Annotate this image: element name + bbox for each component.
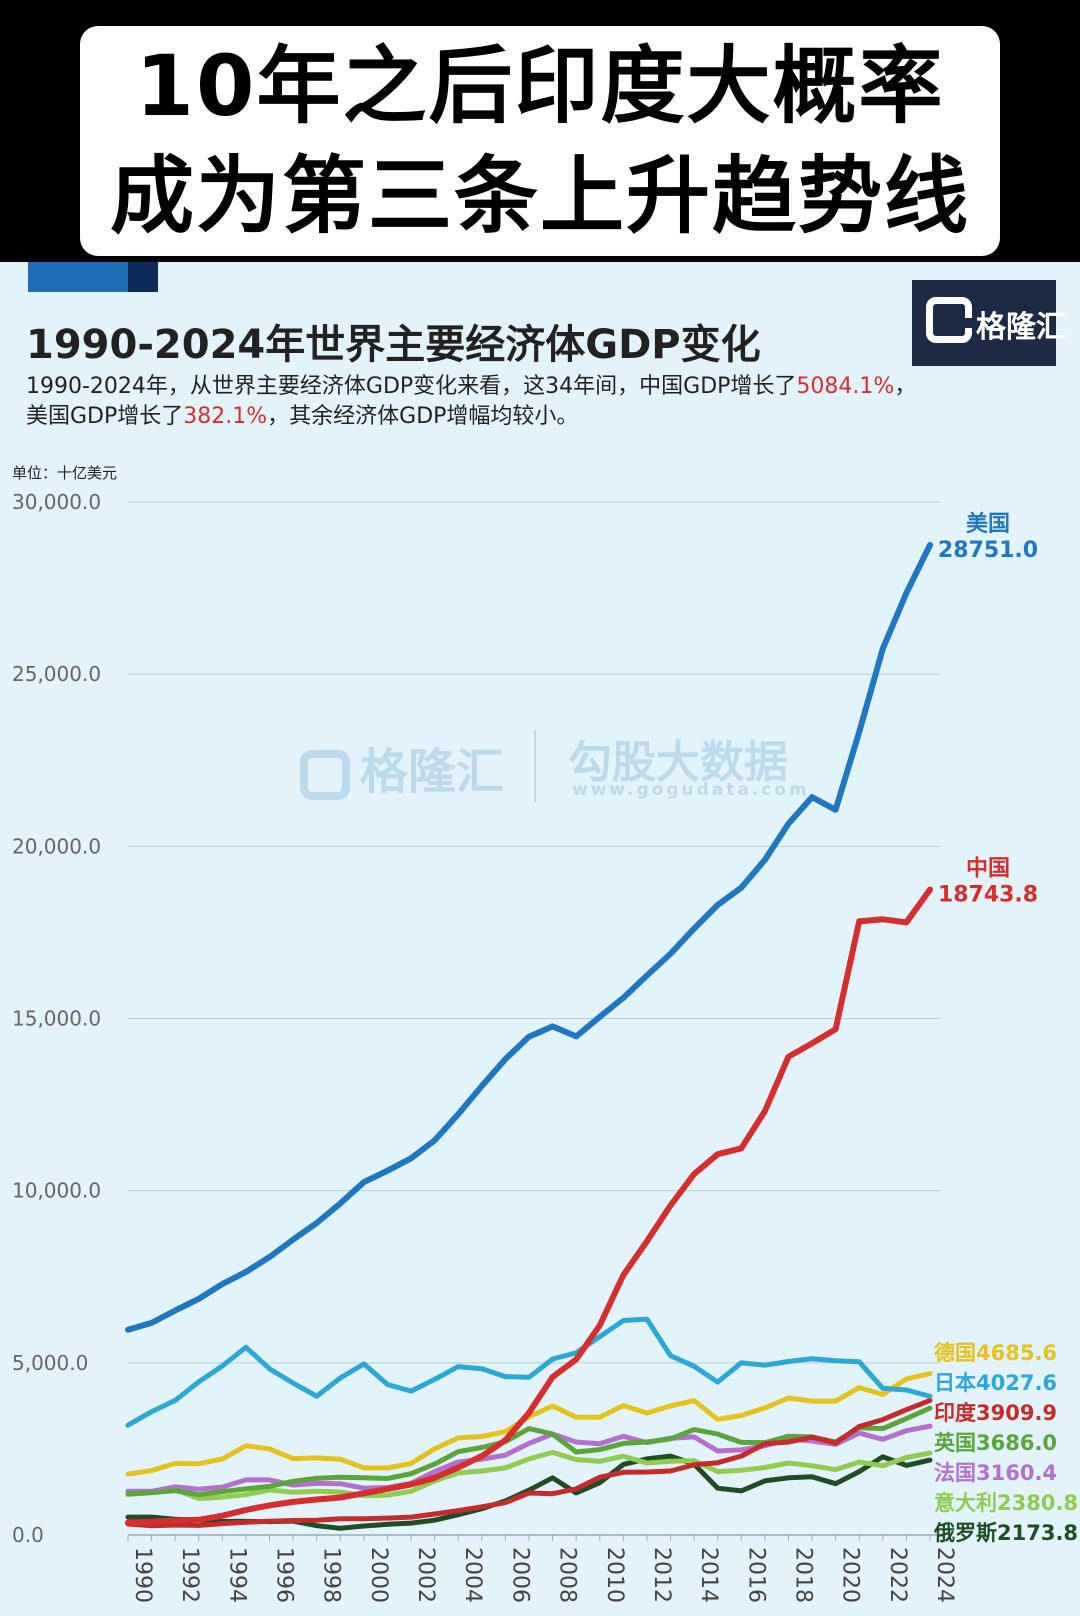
end-label-印度: 印度3909.9 — [934, 1401, 1057, 1425]
end-label-意大利: 意大利2380.8 — [934, 1491, 1078, 1515]
chart-title: 1990-2024年世界主要经济体GDP变化 — [26, 322, 761, 368]
end-label-value: 4027.6 — [976, 1371, 1057, 1395]
end-label-name: 中国 — [966, 857, 1010, 882]
geelong-g-icon — [926, 297, 972, 343]
x-tick-label: 2006 — [507, 1547, 532, 1603]
end-label-name: 英国 — [934, 1431, 976, 1455]
end-label-value: 3686.0 — [976, 1431, 1057, 1455]
y-tick-label: 20,000.0 — [12, 834, 101, 858]
end-label-name: 美国 — [966, 511, 1010, 537]
y-tick-label: 25,000.0 — [12, 662, 101, 686]
description-line-1: 1990-2024年，从世界主要经济体GDP变化来看，这34年间，中国GDP增长… — [26, 368, 916, 400]
description-text: 1990-2024年，从世界主要经济体GDP变化来看，这34年间，中国GDP增长… — [26, 374, 797, 399]
watermark-brand: 格隆汇 — [300, 732, 504, 802]
x-tick-label: 2020 — [838, 1547, 863, 1603]
series-line-日本 — [125, 1316, 933, 1428]
end-label-name: 俄罗斯 — [933, 1521, 997, 1545]
watermark-logo-icon — [300, 750, 350, 800]
gdp-line-chart: 0.0 5,000.0 10,000.0 15,000.0 20,000.0 25,000… — [12, 490, 1078, 1603]
description-text: 美国GDP增长了 — [26, 404, 184, 429]
y-tick-label: 0.0 — [12, 1523, 44, 1547]
x-tick-label: 1996 — [272, 1547, 297, 1603]
y-tick-label: 30,000.0 — [12, 490, 101, 514]
description-line-2: 美国GDP增长了382.1%，其余经济体GDP增幅均较小。 — [26, 398, 578, 430]
y-tick-label: 15,000.0 — [12, 1007, 101, 1031]
end-label-name: 意大利 — [934, 1491, 997, 1515]
x-tick-label: 2002 — [413, 1547, 438, 1603]
chart-panel: 1990-2024年世界主要经济体GDP变化 格隆汇 1990-2024年，从世… — [0, 262, 1080, 1616]
end-label-value: 18743.8 — [938, 883, 1038, 908]
x-tick-label: 2018 — [790, 1547, 815, 1603]
brand-logo: 格隆汇 — [912, 280, 1066, 366]
x-tick-label: 2008 — [555, 1547, 580, 1603]
x-tick-label: 2000 — [366, 1547, 391, 1603]
y-tick-label: 10,000.0 — [12, 1179, 101, 1203]
end-label-value: 2173.8 — [997, 1521, 1078, 1545]
accent-bar-dark — [128, 262, 158, 292]
x-tick-label: 2012 — [649, 1547, 674, 1603]
end-label-name: 日本 — [934, 1371, 976, 1395]
series-line-美国 — [125, 542, 933, 1333]
description-text: ，其余经济体GDP增幅均较小。 — [267, 404, 579, 429]
end-label-value: 4685.6 — [976, 1341, 1057, 1365]
x-tick-label: 2010 — [602, 1547, 627, 1603]
x-tick-label: 2024 — [932, 1547, 957, 1603]
x-tick-label: 1994 — [224, 1547, 249, 1603]
watermark-brand-text: 格隆汇 — [360, 744, 505, 800]
series-line-英国 — [125, 1405, 933, 1498]
headline-box: 10年之后印度大概率 成为第三条上升趋势线 — [80, 26, 1000, 256]
end-label-name: 法国 — [934, 1461, 976, 1485]
x-tick-label: 2004 — [460, 1547, 485, 1603]
unit-label: 单位：十亿美元 — [12, 464, 118, 482]
series-line-意大利 — [125, 1449, 933, 1501]
end-label-value: 28751.0 — [938, 538, 1038, 563]
headline-line-2: 成为第三条上升趋势线 — [109, 147, 970, 245]
series-line-印度 — [125, 1397, 933, 1529]
watermark-divider — [534, 730, 536, 802]
series-line-中国 — [125, 886, 933, 1526]
end-label-value: 3909.9 — [976, 1401, 1057, 1425]
x-tick-label: 2016 — [743, 1547, 768, 1603]
y-tick-label: 5,000.0 — [12, 1351, 88, 1375]
end-label-日本: 日本4027.6 — [934, 1371, 1057, 1395]
x-tick-label: 1998 — [319, 1547, 344, 1603]
logo-text: 格隆汇 — [976, 310, 1066, 345]
china-growth-value: 5084.1% — [796, 374, 895, 399]
x-tick-label: 1992 — [177, 1547, 202, 1603]
x-tick-label: 2014 — [696, 1547, 721, 1603]
headline-line-1: 10年之后印度大概率 — [135, 37, 945, 135]
end-label-name: 德国 — [934, 1341, 976, 1365]
end-label-法国: 法国3160.4 — [934, 1461, 1057, 1485]
end-label-value: 3160.4 — [976, 1461, 1057, 1485]
watermark-right: 勾股大数据 — [568, 737, 788, 788]
x-tick-label: 1990 — [130, 1547, 155, 1603]
watermark-url: www.gogudata.com — [572, 780, 810, 800]
end-label-德国: 德国4685.6 — [934, 1341, 1057, 1365]
x-tick-label: 2022 — [885, 1547, 910, 1603]
description-text: ， — [894, 374, 917, 399]
end-label-value: 2380.8 — [997, 1491, 1078, 1515]
us-growth-value: 382.1% — [183, 404, 268, 429]
end-label-英国: 英国3686.0 — [934, 1431, 1057, 1455]
accent-bar — [28, 262, 128, 292]
end-label-俄罗斯: 俄罗斯2173.8 — [933, 1521, 1078, 1545]
end-label-name: 印度 — [934, 1401, 976, 1425]
